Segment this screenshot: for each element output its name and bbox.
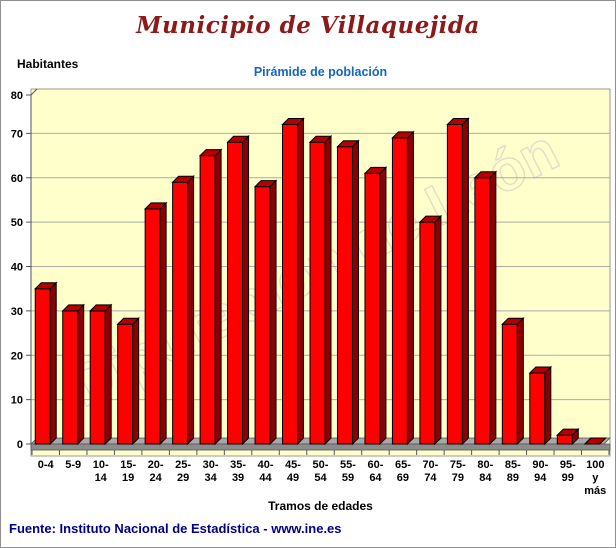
- svg-text:74: 74: [424, 472, 437, 484]
- chart-subtitle: Pirámide de población: [253, 65, 388, 79]
- svg-text:64: 64: [369, 472, 382, 484]
- svg-text:70: 70: [11, 128, 23, 140]
- svg-text:100: 100: [586, 459, 604, 471]
- svg-text:15-: 15-: [120, 459, 136, 471]
- svg-text:95-: 95-: [560, 459, 576, 471]
- bar-45-49: [281, 117, 305, 446]
- svg-text:25-: 25-: [175, 459, 191, 471]
- svg-text:10: 10: [11, 395, 23, 407]
- svg-text:35-: 35-: [230, 459, 246, 471]
- x-axis-labels: 0-4 5-9 10-1415-1920-2425-2930-3435-3940-4…: [38, 459, 606, 497]
- svg-text:80-: 80-: [477, 459, 493, 471]
- svg-text:19: 19: [122, 472, 134, 484]
- svg-text:20-: 20-: [148, 459, 164, 471]
- bar-85-89: [501, 316, 525, 446]
- svg-text:34: 34: [204, 472, 217, 484]
- svg-text:70-: 70-: [422, 459, 438, 471]
- svg-text:44: 44: [259, 472, 272, 484]
- svg-text:0: 0: [17, 439, 23, 451]
- svg-text:94: 94: [534, 472, 547, 484]
- svg-text:79: 79: [452, 472, 464, 484]
- svg-text:89: 89: [507, 472, 519, 484]
- bar-25-29: [171, 174, 195, 446]
- svg-text:0-4: 0-4: [38, 459, 55, 471]
- svg-text:40: 40: [11, 262, 23, 274]
- svg-text:30: 30: [11, 306, 23, 318]
- bar-95-99: [556, 427, 580, 446]
- svg-text:69: 69: [397, 472, 409, 484]
- svg-text:49: 49: [287, 472, 299, 484]
- svg-text:24: 24: [150, 472, 163, 484]
- svg-text:20: 20: [11, 350, 23, 362]
- bar-35-39: [226, 135, 250, 446]
- svg-text:29: 29: [177, 472, 189, 484]
- bar-20-24: [143, 201, 168, 446]
- bar-60-64: [363, 166, 388, 446]
- x-axis-ticks: [31, 450, 610, 455]
- svg-text:75-: 75-: [450, 459, 466, 471]
- svg-text:50-: 50-: [313, 459, 329, 471]
- svg-text:85-: 85-: [505, 459, 521, 471]
- svg-text:60-: 60-: [367, 459, 383, 471]
- svg-text:10-: 10-: [93, 459, 109, 471]
- svg-text:40-: 40-: [258, 459, 274, 471]
- svg-text:39: 39: [232, 472, 244, 484]
- svg-text:45-: 45-: [285, 459, 301, 471]
- source-attribution: Fuente: Instituto Nacional de Estadístic…: [9, 521, 342, 536]
- bar-65-69: [391, 130, 415, 446]
- y-axis-title: Habitantes: [17, 57, 79, 71]
- svg-text:30-: 30-: [203, 459, 219, 471]
- svg-text:54: 54: [314, 472, 327, 484]
- bar-15-19: [116, 316, 140, 446]
- svg-text:59: 59: [342, 472, 354, 484]
- bar-55-59: [336, 139, 360, 446]
- svg-text:14: 14: [95, 472, 108, 484]
- bar-30-34: [198, 148, 223, 446]
- svg-text:más: más: [584, 485, 606, 497]
- bar-10-14: [88, 303, 113, 446]
- bars: [34, 117, 607, 446]
- bar-40-44: [253, 179, 278, 446]
- svg-text:90-: 90-: [532, 459, 548, 471]
- bar-50-54: [308, 135, 333, 446]
- svg-text:65-: 65-: [395, 459, 411, 471]
- y-axis-labels: 0 10 20 30 40 50 60 70 80: [11, 90, 23, 451]
- bar-70-74: [418, 214, 443, 446]
- bar-80-84: [473, 170, 498, 446]
- page-title: Municipio de Villaquejida: [136, 12, 480, 39]
- bar-100 y más: [583, 437, 607, 445]
- bar-75-79: [446, 117, 470, 446]
- svg-text:99: 99: [562, 472, 574, 484]
- svg-text:84: 84: [479, 472, 492, 484]
- svg-text:55-: 55-: [340, 459, 356, 471]
- svg-text:80: 80: [11, 90, 23, 102]
- svg-text:y: y: [592, 472, 599, 484]
- bar-5-9: [61, 303, 85, 446]
- bar-0-4: [34, 281, 58, 446]
- bar-90-94: [528, 365, 553, 446]
- x-axis-title: Tramos de edades: [268, 499, 373, 513]
- svg-text:60: 60: [11, 173, 23, 185]
- svg-text:5-9: 5-9: [65, 459, 81, 471]
- svg-text:50: 50: [11, 217, 23, 229]
